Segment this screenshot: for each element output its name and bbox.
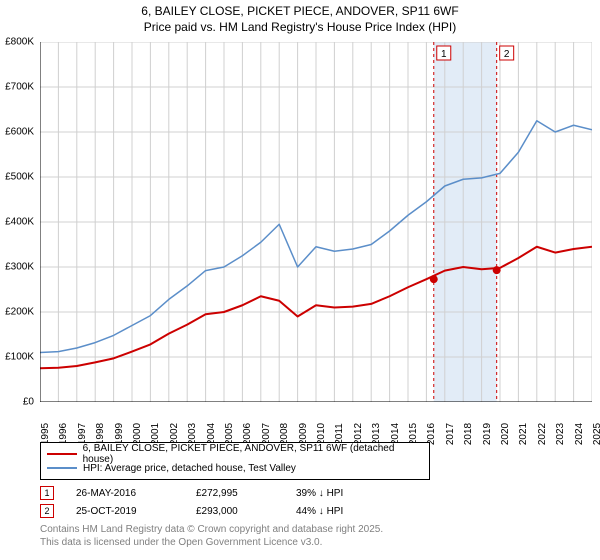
svg-text:1: 1 — [441, 49, 447, 60]
sale-marker-box: 2 — [40, 504, 54, 518]
sales-row: 2 25-OCT-2019£293,00044% ↓ HPI — [40, 502, 396, 520]
sale-date: 26-MAY-2016 — [76, 488, 196, 499]
chart-container: 6, BAILEY CLOSE, PICKET PIECE, ANDOVER, … — [0, 0, 600, 560]
sale-marker-box: 1 — [40, 486, 54, 500]
y-tick-label: £800K — [5, 37, 34, 48]
y-tick-label: £0 — [23, 397, 34, 408]
legend-swatch-hpi — [47, 467, 77, 469]
x-tick-label: 2019 — [482, 423, 493, 445]
sale-date: 25-OCT-2019 — [76, 506, 196, 517]
x-tick-label: 2021 — [518, 423, 529, 445]
plot-area: 12 — [40, 42, 592, 402]
y-tick-label: £600K — [5, 127, 34, 138]
y-tick-label: £100K — [5, 352, 34, 363]
sale-price: £272,995 — [196, 488, 296, 499]
sales-row: 1 26-MAY-2016£272,99539% ↓ HPI — [40, 484, 396, 502]
title-line-1: 6, BAILEY CLOSE, PICKET PIECE, ANDOVER, … — [0, 4, 600, 20]
legend-label-hpi: HPI: Average price, detached house, Test… — [83, 463, 296, 474]
y-axis: £0£100K£200K£300K£400K£500K£600K£700K£80… — [0, 42, 38, 402]
x-tick-label: 2020 — [500, 423, 511, 445]
sale-pct: 39% ↓ HPI — [296, 488, 396, 499]
x-tick-label: 2017 — [445, 423, 456, 445]
sales-table: 1 26-MAY-2016£272,99539% ↓ HPI 2 25-OCT-201… — [40, 484, 396, 520]
svg-text:2: 2 — [504, 49, 510, 60]
title-block: 6, BAILEY CLOSE, PICKET PIECE, ANDOVER, … — [0, 0, 600, 37]
x-tick-label: 2025 — [592, 423, 600, 445]
y-tick-label: £400K — [5, 217, 34, 228]
y-tick-label: £200K — [5, 307, 34, 318]
legend-row-property: 6, BAILEY CLOSE, PICKET PIECE, ANDOVER, … — [47, 447, 423, 461]
y-tick-label: £500K — [5, 172, 34, 183]
chart-svg: 12 — [40, 42, 592, 402]
y-tick-label: £700K — [5, 82, 34, 93]
footer: Contains HM Land Registry data © Crown c… — [40, 524, 383, 549]
legend-swatch-property — [47, 453, 77, 455]
y-tick-label: £300K — [5, 262, 34, 273]
x-tick-label: 2023 — [555, 423, 566, 445]
sale-pct: 44% ↓ HPI — [296, 506, 396, 517]
sale-price: £293,000 — [196, 506, 296, 517]
x-tick-label: 2018 — [463, 423, 474, 445]
title-line-2: Price paid vs. HM Land Registry's House … — [0, 20, 600, 36]
x-axis: 1995199619971998199920002001200220032004… — [40, 404, 592, 438]
footer-line-1: Contains HM Land Registry data © Crown c… — [40, 524, 383, 537]
x-tick-label: 2022 — [537, 423, 548, 445]
footer-line-2: This data is licensed under the Open Gov… — [40, 537, 383, 550]
legend: 6, BAILEY CLOSE, PICKET PIECE, ANDOVER, … — [40, 442, 430, 480]
x-tick-label: 2024 — [574, 423, 585, 445]
